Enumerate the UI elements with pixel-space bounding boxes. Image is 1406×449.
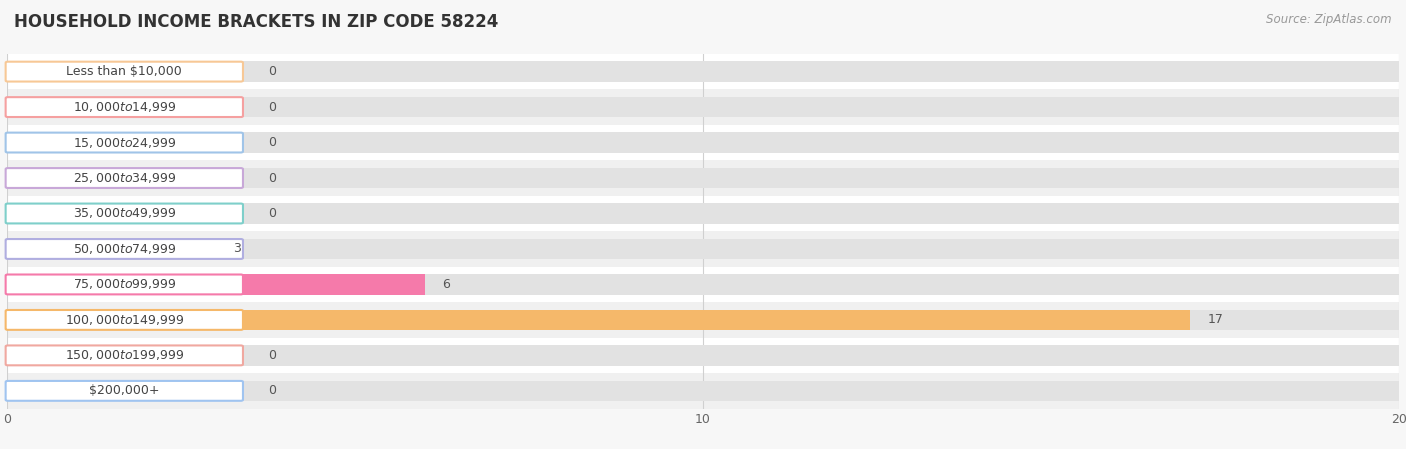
Bar bbox=[7, 160, 1399, 196]
Text: HOUSEHOLD INCOME BRACKETS IN ZIP CODE 58224: HOUSEHOLD INCOME BRACKETS IN ZIP CODE 58… bbox=[14, 13, 499, 31]
FancyBboxPatch shape bbox=[6, 274, 243, 295]
Bar bbox=[7, 196, 1399, 231]
Bar bbox=[7, 203, 1399, 224]
Text: $200,000+: $200,000+ bbox=[89, 384, 159, 397]
Bar bbox=[7, 132, 1399, 153]
Text: 0: 0 bbox=[269, 207, 276, 220]
Bar bbox=[7, 239, 217, 259]
Bar bbox=[7, 338, 1399, 373]
FancyBboxPatch shape bbox=[6, 239, 243, 259]
Bar bbox=[7, 125, 1399, 160]
Text: 6: 6 bbox=[441, 278, 450, 291]
Bar bbox=[7, 89, 1399, 125]
Bar bbox=[7, 239, 1399, 259]
Bar bbox=[7, 381, 1399, 401]
Text: $25,000 to $34,999: $25,000 to $34,999 bbox=[73, 171, 176, 185]
FancyBboxPatch shape bbox=[6, 310, 243, 330]
Text: 0: 0 bbox=[269, 172, 276, 185]
Text: $100,000 to $149,999: $100,000 to $149,999 bbox=[65, 313, 184, 327]
Bar bbox=[7, 62, 1399, 82]
Text: $50,000 to $74,999: $50,000 to $74,999 bbox=[73, 242, 176, 256]
Text: $35,000 to $49,999: $35,000 to $49,999 bbox=[73, 207, 176, 220]
FancyBboxPatch shape bbox=[6, 203, 243, 224]
Text: $150,000 to $199,999: $150,000 to $199,999 bbox=[65, 348, 184, 362]
FancyBboxPatch shape bbox=[6, 62, 243, 82]
Text: 3: 3 bbox=[233, 242, 240, 255]
Bar bbox=[7, 231, 1399, 267]
Bar bbox=[7, 97, 1399, 117]
Text: 17: 17 bbox=[1208, 313, 1223, 326]
Bar bbox=[7, 267, 1399, 302]
Bar bbox=[7, 310, 1399, 330]
Bar bbox=[7, 274, 1399, 295]
Text: $10,000 to $14,999: $10,000 to $14,999 bbox=[73, 100, 176, 114]
Text: $15,000 to $24,999: $15,000 to $24,999 bbox=[73, 136, 176, 150]
Bar bbox=[7, 168, 1399, 188]
Bar bbox=[7, 54, 1399, 89]
Bar bbox=[7, 302, 1399, 338]
FancyBboxPatch shape bbox=[6, 381, 243, 401]
Text: 0: 0 bbox=[269, 65, 276, 78]
Text: 0: 0 bbox=[269, 101, 276, 114]
Bar bbox=[7, 274, 425, 295]
Text: $75,000 to $99,999: $75,000 to $99,999 bbox=[73, 277, 176, 291]
FancyBboxPatch shape bbox=[6, 132, 243, 153]
Text: 0: 0 bbox=[269, 349, 276, 362]
FancyBboxPatch shape bbox=[6, 345, 243, 365]
Bar bbox=[7, 310, 1191, 330]
Text: 0: 0 bbox=[269, 384, 276, 397]
Text: 0: 0 bbox=[269, 136, 276, 149]
Text: Source: ZipAtlas.com: Source: ZipAtlas.com bbox=[1267, 13, 1392, 26]
FancyBboxPatch shape bbox=[6, 168, 243, 188]
Bar bbox=[7, 373, 1399, 409]
FancyBboxPatch shape bbox=[6, 97, 243, 117]
Bar bbox=[7, 345, 1399, 365]
Text: Less than $10,000: Less than $10,000 bbox=[66, 65, 183, 78]
